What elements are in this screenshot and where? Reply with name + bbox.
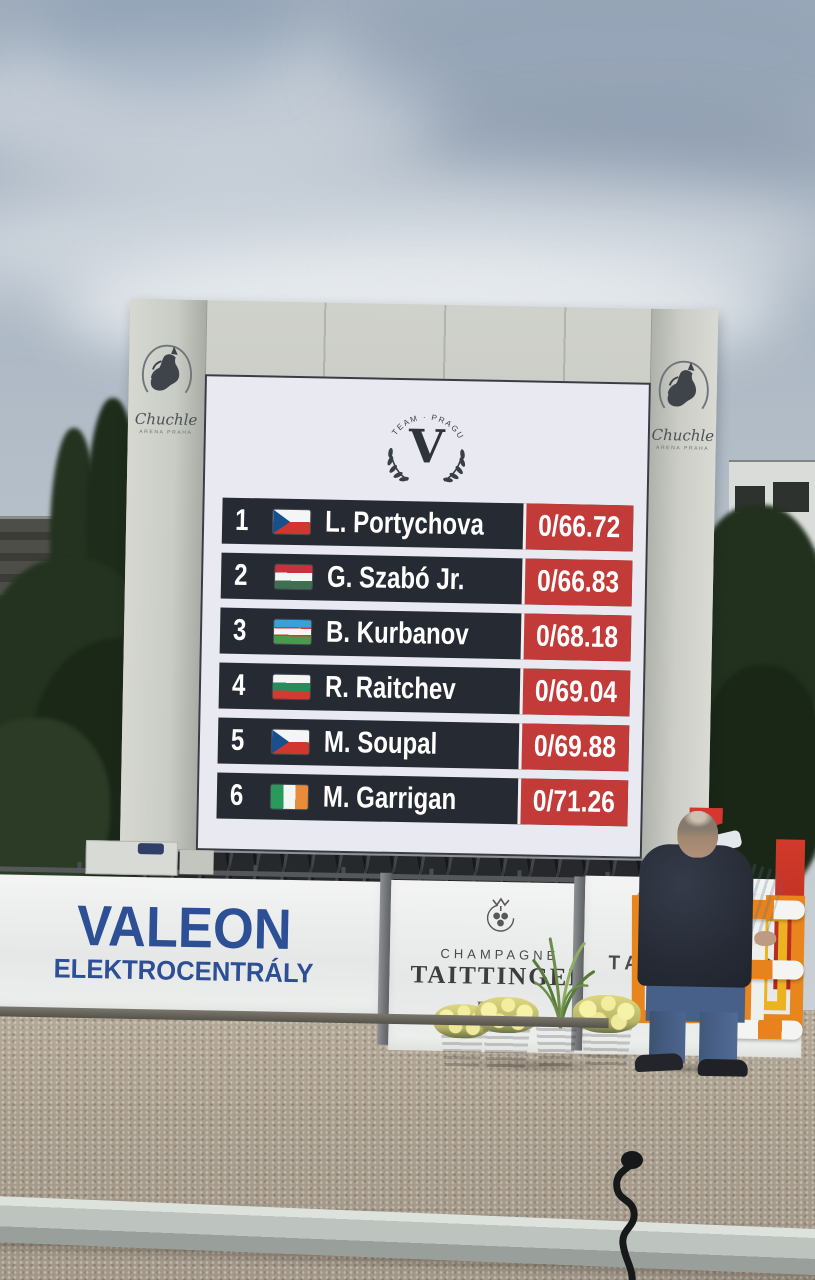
results-list: 1 L. Portychova 0/66.72 2 G. Szabó Jr. 0/66.8… bbox=[198, 492, 646, 827]
screen-header: V TEAM · PRAGUE V bbox=[205, 376, 649, 500]
country-flag-icon bbox=[273, 619, 312, 645]
scoreboard-row: 4 R. Raitchev 0/69.04 bbox=[218, 662, 631, 717]
valeon-banner: VALEON ELEKTROCENTRÁLY bbox=[0, 874, 382, 1018]
venue-logo-caption: ARENA PRAHA bbox=[139, 428, 193, 436]
rider-name: L. Portychova bbox=[324, 505, 484, 542]
valeon-banner-title: VALEON bbox=[76, 893, 293, 962]
rider-name: M. Soupal bbox=[323, 725, 438, 761]
rider-name: B. Kurbanov bbox=[325, 615, 470, 652]
horse-in-horseshoe-icon bbox=[658, 360, 709, 410]
result-value: 0/66.72 bbox=[538, 509, 621, 545]
result-cell: 0/68.18 bbox=[520, 613, 632, 662]
rank-value: 4 bbox=[231, 668, 246, 703]
equipment-box bbox=[179, 849, 214, 875]
spectator-hand bbox=[754, 930, 777, 947]
result-cell: 0/69.88 bbox=[518, 723, 630, 772]
rider-name: M. Garrigan bbox=[322, 780, 457, 817]
cable bbox=[613, 1151, 643, 1280]
venue-logo-name: Chuchle bbox=[134, 409, 198, 430]
rank-cell: 6 bbox=[217, 779, 263, 814]
result-value: 0/68.18 bbox=[536, 619, 619, 655]
country-flag-icon bbox=[270, 784, 309, 810]
rider-name: G. Szabó Jr. bbox=[326, 560, 465, 597]
result-value: 0/69.04 bbox=[535, 674, 618, 710]
result-value: 0/66.83 bbox=[537, 564, 620, 600]
rider-name-cell: B. Kurbanov bbox=[326, 616, 522, 654]
rank-cell: 2 bbox=[221, 559, 267, 594]
scoreboard-row: 6 M. Garrigan 0/71.26 bbox=[216, 772, 629, 827]
equipment-item bbox=[137, 843, 164, 855]
valeon-banner-subtitle: ELEKTROCENTRÁLY bbox=[53, 953, 314, 989]
taittinger-banner: CHAMPAGNE TAITTINGER Reims bbox=[388, 879, 612, 1055]
rider-name-cell: M. Soupal bbox=[324, 726, 520, 764]
horse-in-horseshoe-icon bbox=[141, 344, 192, 394]
spectator-shoe bbox=[697, 1058, 748, 1077]
result-value: 0/71.26 bbox=[532, 784, 616, 820]
spectator-vest bbox=[637, 843, 755, 988]
country-flag-icon bbox=[272, 674, 311, 700]
scoreboard-row: 5 M. Soupal 0/69.88 bbox=[217, 717, 630, 772]
v-logo-monogram: V bbox=[407, 419, 446, 474]
rider-name-cell: R. Raitchev bbox=[325, 671, 521, 709]
chuchle-venue-logo: Chuchle ARENA PRAHA bbox=[134, 341, 200, 436]
rank-value: 6 bbox=[229, 778, 244, 813]
spectator-head bbox=[676, 810, 719, 859]
taittinger-crest-icon bbox=[486, 897, 515, 932]
scoreboard-row: 3 B. Kurbanov 0/68.18 bbox=[219, 607, 632, 662]
result-cell: 0/71.26 bbox=[517, 778, 629, 827]
rider-name: R. Raitchev bbox=[324, 670, 457, 707]
country-flag-icon bbox=[274, 564, 313, 590]
rank-cell: 3 bbox=[220, 614, 266, 649]
result-cell: 0/66.83 bbox=[521, 558, 633, 607]
rank-value: 1 bbox=[234, 503, 249, 538]
scoreboard-row: 1 L. Portychova 0/66.72 bbox=[221, 497, 634, 552]
rank-value: 5 bbox=[230, 723, 245, 758]
rank-value: 2 bbox=[233, 558, 248, 593]
rank-cell: 4 bbox=[219, 669, 265, 704]
v-team-prague-logo: V TEAM · PRAGUE V bbox=[378, 390, 467, 483]
rank-cell: 5 bbox=[218, 724, 264, 759]
led-screen: V TEAM · PRAGUE V bbox=[195, 374, 651, 859]
rider-name-cell: L. Portychova bbox=[324, 506, 523, 544]
scoreboard-top-bar bbox=[204, 300, 653, 384]
country-flag-icon bbox=[272, 509, 310, 535]
venue-logo-name: Chuchle bbox=[651, 425, 715, 446]
equipment-box bbox=[85, 840, 178, 876]
rider-name-cell: M. Garrigan bbox=[323, 781, 519, 819]
scoreboard-row: 2 G. Szabó Jr. 0/66.83 bbox=[220, 552, 633, 607]
rank-value: 3 bbox=[232, 613, 247, 648]
laurel-wreath-icon bbox=[387, 447, 466, 483]
venue-logo-caption: ARENA PRAHA bbox=[655, 444, 710, 452]
building-window bbox=[773, 482, 809, 512]
result-value: 0/69.88 bbox=[534, 729, 617, 765]
rank-cell: 1 bbox=[222, 504, 264, 539]
scoreboard: Chuchle ARENA PRAHA Chuchle ARENA PRAHA bbox=[119, 298, 719, 892]
result-cell: 0/69.04 bbox=[519, 668, 631, 717]
rider-name-cell: G. Szabó Jr. bbox=[327, 561, 523, 599]
country-flag-icon bbox=[271, 729, 310, 755]
result-cell: 0/66.72 bbox=[522, 503, 634, 552]
chuchle-venue-logo: Chuchle ARENA PRAHA bbox=[651, 357, 717, 452]
